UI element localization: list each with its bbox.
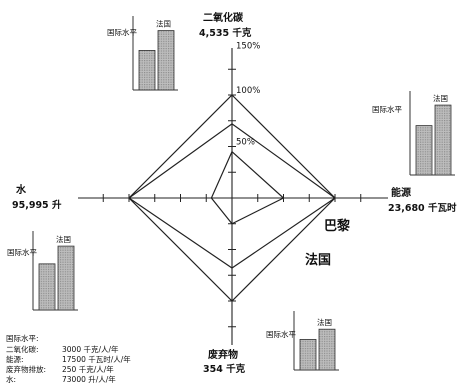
international-bar (299, 338, 317, 371)
minichart-france-label: 法国 (433, 93, 448, 103)
legend-row-name: 二氧化碳: (6, 344, 39, 354)
legend-row-name: 水: (6, 374, 16, 384)
legend-row-value: 17500 千瓦时/人/年 (62, 354, 131, 364)
energy-axis-label: 能源 (391, 186, 411, 199)
international-bar (38, 263, 56, 311)
water-axis-value: 95,995 升 (12, 199, 62, 211)
france-bar (157, 30, 175, 91)
minichart-co2: 国际水平 法国 (107, 16, 178, 91)
minichart-energy: 国际水平 法国 (372, 91, 455, 176)
legend-title: 国际水平: (6, 333, 39, 343)
legend-row-value: 73000 升/人/年 (62, 374, 116, 384)
paris-polygon (210, 150, 285, 225)
france-bar (434, 104, 452, 176)
water-axis-label: 水 (15, 183, 27, 196)
france-polygon (127, 123, 337, 269)
legend-row-name: 废弃物排放: (6, 364, 46, 374)
legend-row-value: 3000 千克/人/年 (62, 344, 119, 354)
country-label: 法国 (305, 252, 331, 268)
waste-axis-label: 废弃物 (208, 348, 238, 361)
france-bar (57, 245, 75, 311)
co2-axis-label: 二氧化碳 (203, 11, 244, 24)
minichart-france-label: 法国 (317, 317, 332, 327)
international-legend: 国际水平: 二氧化碳: 3000 千克/人/年 能源: 17500 千瓦时/人/… (6, 333, 131, 384)
minichart-water: 国际水平 法国 (7, 231, 78, 311)
waste-axis-value: 354 千克 (203, 363, 246, 375)
minichart-france-label: 法国 (56, 234, 71, 244)
minichart-international-label: 国际水平 (107, 27, 137, 37)
national-polygon (128, 94, 336, 302)
reference-polygons (127, 94, 337, 302)
legend-row-value: 250 千克/人/年 (62, 364, 114, 374)
minichart-international-label: 国际水平 (372, 104, 402, 114)
international-bar (415, 125, 433, 176)
minichart-international-label: 国际水平 (266, 329, 296, 339)
international-bar (138, 50, 156, 91)
city-label: 巴黎 (324, 218, 350, 234)
minichart-france-label: 法国 (156, 19, 171, 29)
legend-row-name: 能源: (6, 354, 24, 364)
ring-label: 100% (236, 86, 260, 96)
minichart-waste: 国际水平 法国 (266, 311, 339, 371)
ring-label: 50% (236, 138, 255, 148)
minichart-international-label: 国际水平 (7, 247, 37, 257)
ring-labels: 50% 100% 150% (236, 42, 260, 148)
energy-axis-value: 23,680 千瓦时 (388, 202, 457, 214)
ring-label: 150% (236, 42, 260, 52)
france-bar (318, 328, 336, 371)
co2-axis-value: 4,535 千克 (199, 27, 252, 39)
